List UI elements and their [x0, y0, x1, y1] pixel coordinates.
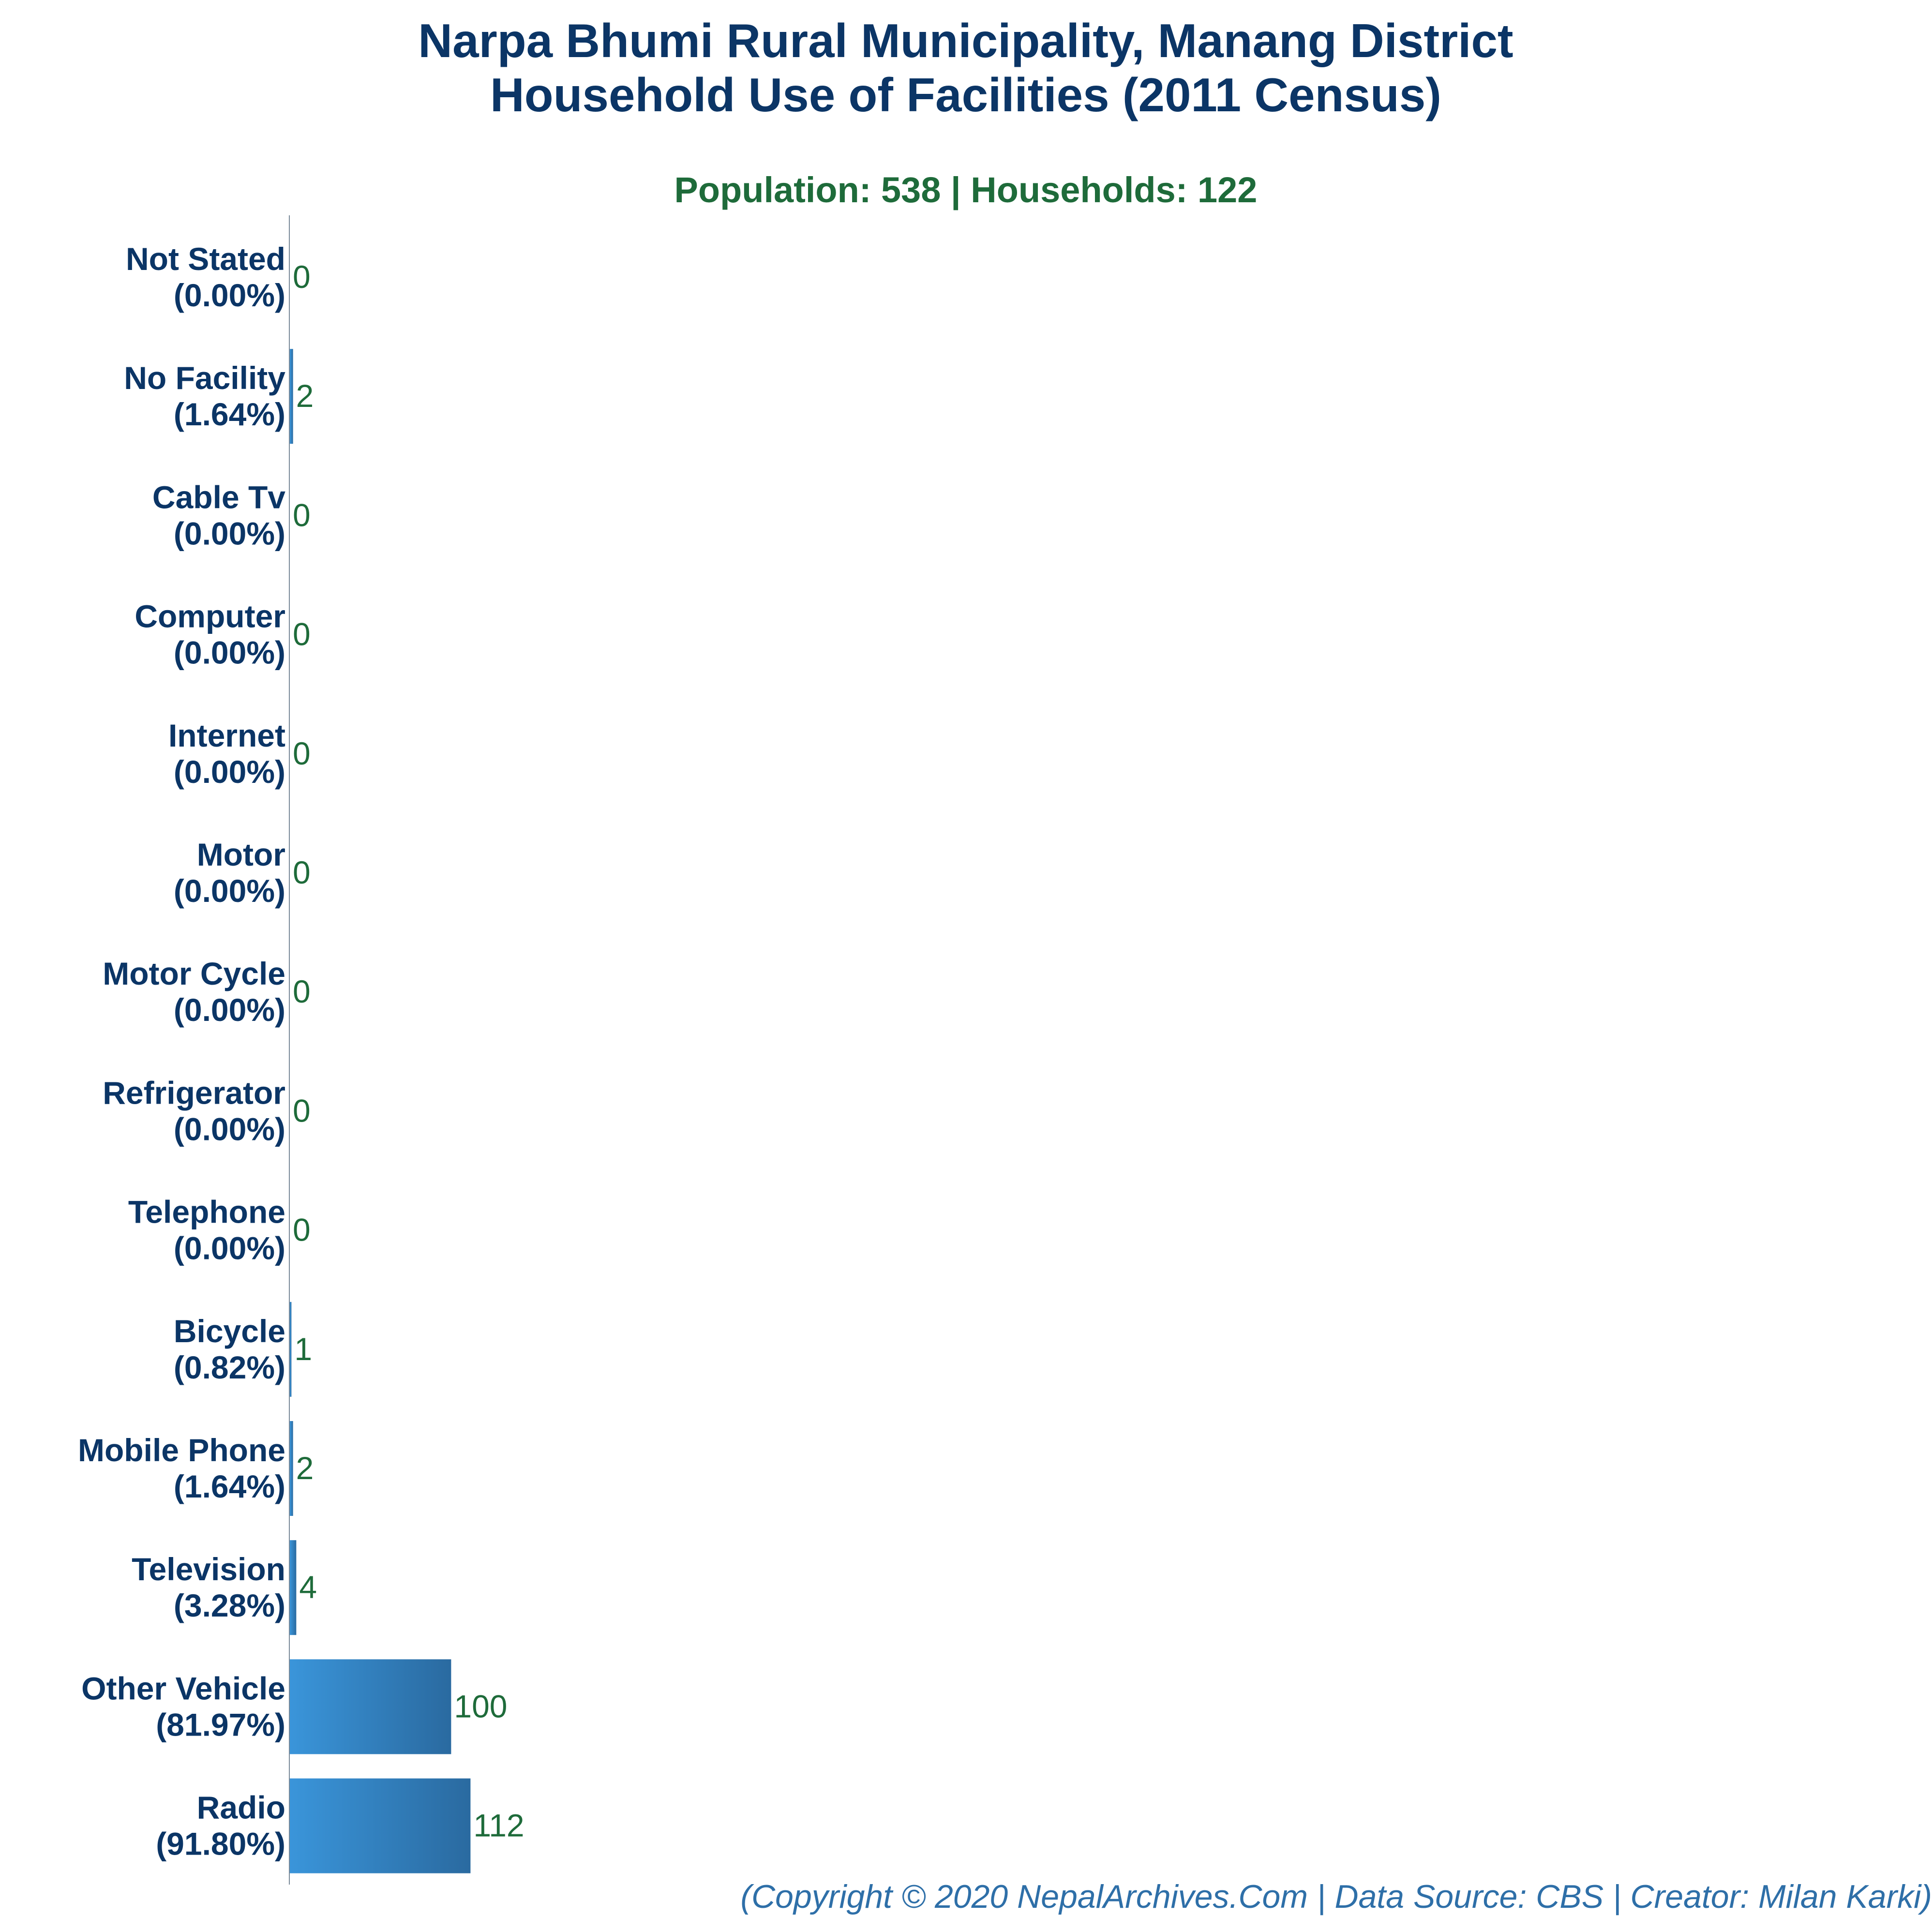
category-label-cable-tv: Cable Tv — [152, 479, 285, 515]
value-label-not-stated: 0 — [293, 259, 311, 295]
category-label-mobile-phone: Mobile Phone — [78, 1432, 285, 1468]
chart-title-line1: Narpa Bhumi Rural Municipality, Manang D… — [418, 14, 1513, 67]
value-label-radio: 112 — [473, 1808, 524, 1843]
category-label-internet: Internet — [168, 718, 285, 753]
chart-title-line2: Household Use of Facilities (2011 Census… — [490, 68, 1441, 121]
percent-label-other-vehicle: (81.97%) — [156, 1707, 285, 1742]
percent-label-mobile-phone: (1.64%) — [174, 1468, 285, 1504]
bar-television — [290, 1540, 297, 1635]
value-label-television: 4 — [299, 1569, 317, 1605]
percent-label-motor-cycle: (0.00%) — [174, 992, 285, 1028]
category-label-motor: Motor — [197, 837, 285, 872]
category-label-refrigerator: Refrigerator — [103, 1075, 285, 1110]
value-label-computer: 0 — [293, 616, 311, 652]
bar-other-vehicle — [290, 1659, 451, 1754]
bar-radio — [290, 1778, 471, 1873]
value-label-internet: 0 — [293, 735, 311, 771]
category-label-computer: Computer — [135, 599, 285, 634]
category-label-not-stated: Not Stated — [126, 241, 285, 277]
percent-label-motor: (0.00%) — [174, 873, 285, 909]
chart-subtitle: Population: 538 | Households: 122 — [674, 170, 1258, 210]
value-label-bicycle: 1 — [294, 1331, 312, 1367]
value-label-motor: 0 — [293, 854, 311, 890]
category-label-motor-cycle: Motor Cycle — [103, 956, 285, 991]
category-label-telephone: Telephone — [128, 1194, 285, 1230]
category-label-other-vehicle: Other Vehicle — [81, 1670, 285, 1706]
bar-no-facility — [290, 349, 293, 444]
percent-label-telephone: (0.00%) — [174, 1230, 285, 1266]
bar-bicycle — [290, 1302, 292, 1397]
footer-credit: (Copyright © 2020 NepalArchives.Com | Da… — [740, 1878, 1932, 1915]
bar-mobile-phone — [290, 1421, 293, 1516]
category-label-bicycle: Bicycle — [174, 1313, 285, 1349]
value-label-other-vehicle: 100 — [454, 1688, 507, 1724]
value-label-refrigerator: 0 — [293, 1093, 311, 1128]
percent-label-radio: (91.80%) — [156, 1826, 285, 1862]
category-label-television: Television — [132, 1551, 285, 1587]
percent-label-computer: (0.00%) — [174, 635, 285, 671]
percent-label-not-stated: (0.00%) — [174, 277, 285, 313]
percent-label-cable-tv: (0.00%) — [174, 515, 285, 551]
percent-label-refrigerator: (0.00%) — [174, 1111, 285, 1147]
value-label-telephone: 0 — [293, 1212, 311, 1248]
percent-label-television: (3.28%) — [174, 1588, 285, 1623]
value-label-motor-cycle: 0 — [293, 973, 311, 1009]
value-label-cable-tv: 0 — [293, 497, 311, 533]
value-label-mobile-phone: 2 — [296, 1450, 314, 1486]
value-label-no-facility: 2 — [296, 378, 314, 414]
category-label-no-facility: No Facility — [124, 360, 285, 396]
percent-label-internet: (0.00%) — [174, 754, 285, 790]
percent-label-bicycle: (0.82%) — [174, 1349, 285, 1385]
percent-label-no-facility: (1.64%) — [174, 396, 285, 432]
category-label-radio: Radio — [197, 1790, 285, 1826]
